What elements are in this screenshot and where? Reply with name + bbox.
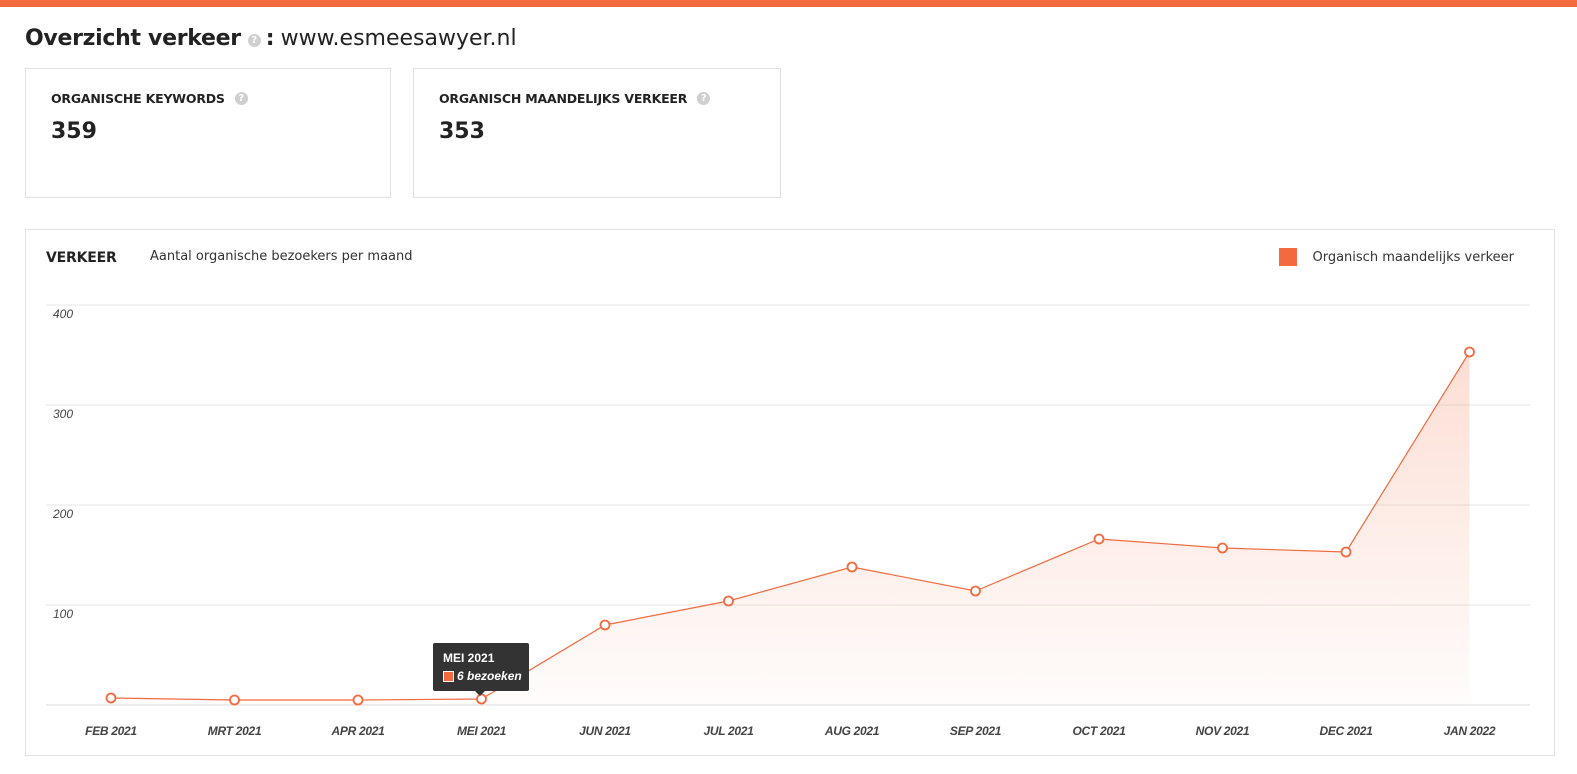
tooltip-row: 6 bezoeken — [443, 669, 522, 683]
card-label: ORGANISCHE KEYWORDS ? — [51, 91, 248, 106]
data-point[interactable] — [846, 561, 858, 573]
help-icon[interactable]: ? — [247, 33, 261, 47]
page-title: Overzicht verkeer ? : www.esmeesawyer.nl — [25, 22, 517, 54]
x-tick-label: MRT 2021 — [208, 724, 262, 738]
y-tick-label: 100 — [53, 607, 73, 621]
legend-label: Organisch maandelijks verkeer — [1312, 249, 1514, 265]
chart-legend[interactable]: Organisch maandelijks verkeer — [1279, 248, 1514, 266]
x-tick-label: MEI 2021 — [457, 724, 507, 738]
series-line — [110, 351, 1471, 701]
organic-keywords-card: ORGANISCHE KEYWORDS ? 359 — [25, 68, 391, 198]
card-value: 353 — [439, 119, 485, 144]
y-tick-label: 200 — [52, 507, 73, 521]
x-tick-label: JAN 2022 — [1444, 724, 1496, 738]
card-label: ORGANISCH MAANDELIJKS VERKEER ? — [439, 91, 711, 106]
y-tick-label: 300 — [53, 407, 73, 421]
domain-name: www.esmeesawyer.nl — [280, 25, 517, 51]
help-icon[interactable]: ? — [697, 92, 711, 105]
y-tick-label: 400 — [53, 307, 73, 321]
series-area — [111, 352, 1470, 705]
tooltip-title: MEI 2021 — [443, 651, 495, 665]
x-tick-label: JUN 2021 — [579, 724, 631, 738]
x-tick-label: DEC 2021 — [1320, 724, 1374, 738]
x-tick-label: APR 2021 — [331, 724, 386, 738]
panel-title: VERKEER — [46, 250, 117, 266]
card-label-text: ORGANISCH MAANDELIJKS VERKEER — [439, 91, 688, 106]
x-tick-label: OCT 2021 — [1073, 724, 1127, 738]
data-point[interactable] — [599, 619, 611, 631]
x-tick-label: NOV 2021 — [1196, 724, 1250, 738]
data-point[interactable] — [105, 692, 117, 704]
x-tick-label: AUG 2021 — [824, 724, 880, 738]
data-point[interactable] — [1340, 546, 1352, 558]
data-point[interactable] — [723, 595, 734, 607]
legend-swatch — [1279, 248, 1298, 266]
top-accent-bar — [0, 0, 1577, 7]
data-point[interactable] — [1464, 346, 1475, 358]
help-icon[interactable]: ? — [234, 92, 248, 105]
tooltip-swatch — [443, 670, 454, 682]
data-point[interactable] — [1217, 542, 1228, 554]
page-title-text: Overzicht verkeer — [25, 25, 241, 51]
tooltip-value: 6 bezoeken — [457, 669, 522, 683]
chart-tooltip: MEI 2021 6 bezoeken — [433, 643, 529, 696]
organic-traffic-card: ORGANISCH MAANDELIJKS VERKEER ? 353 — [413, 68, 781, 198]
card-label-text: ORGANISCHE KEYWORDS — [51, 91, 225, 106]
x-tick-label: FEB 2021 — [85, 724, 137, 738]
panel-subtitle: Aantal organische bezoekers per maand — [150, 249, 413, 264]
card-value: 359 — [51, 119, 97, 144]
title-colon: : — [265, 25, 275, 51]
data-point[interactable] — [1093, 533, 1105, 545]
data-point[interactable] — [352, 694, 364, 706]
data-point[interactable] — [970, 585, 981, 597]
x-tick-label: SEP 2021 — [950, 724, 1002, 738]
data-point[interactable] — [229, 694, 240, 706]
x-tick-label: JUL 2021 — [703, 724, 754, 738]
